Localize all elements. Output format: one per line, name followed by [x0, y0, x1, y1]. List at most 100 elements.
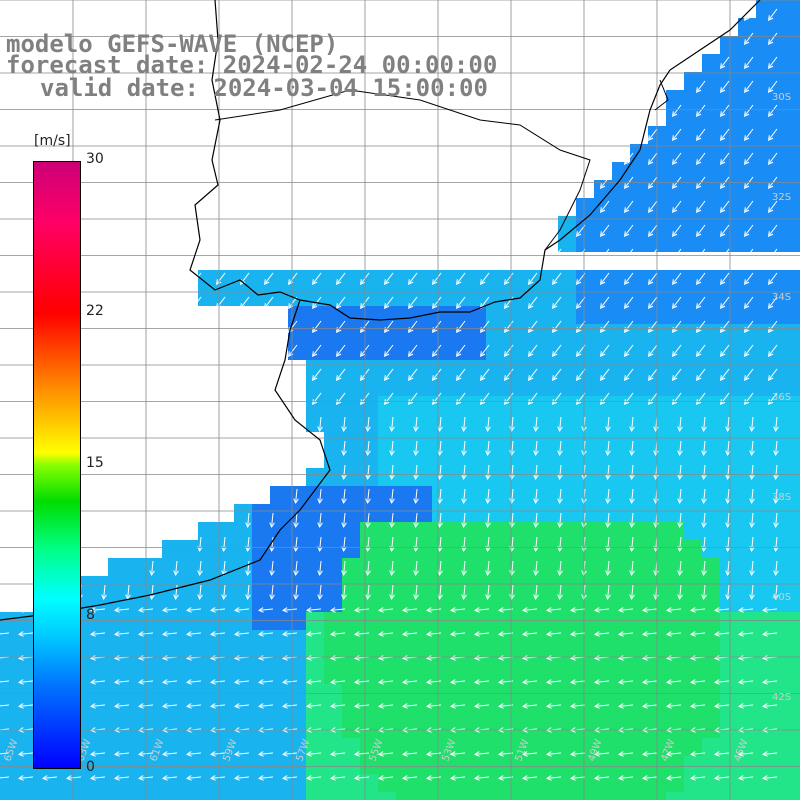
wind-cell: [126, 756, 144, 774]
wind-arrowhead: [455, 327, 462, 334]
wind-arrow: [703, 584, 706, 600]
wind-cell: [342, 306, 360, 324]
wind-arrow: [415, 464, 418, 480]
wind-arrow: [570, 632, 586, 635]
wind-cell: [540, 558, 558, 576]
wind-arrowhead: [281, 727, 288, 733]
wind-cell: [432, 270, 450, 288]
wind-arrowhead: [557, 570, 563, 577]
wind-arrowhead: [311, 303, 318, 310]
wind-cell: [252, 540, 270, 558]
wind-arrow: [258, 632, 274, 635]
wind-arrowhead: [293, 570, 299, 577]
wind-cell: [378, 396, 396, 414]
wind-cell: [702, 450, 720, 468]
wind-arrow: [402, 704, 418, 707]
wind-cell: [252, 792, 270, 800]
wind-arrowhead: [281, 631, 288, 637]
wind-arrow: [192, 296, 202, 309]
latitude-label: 42S: [772, 692, 791, 703]
wind-arrow: [696, 152, 706, 165]
wind-cell: [522, 504, 540, 522]
wind-arrow: [234, 776, 250, 779]
wind-arrow: [703, 536, 706, 552]
wind-arrow: [703, 488, 706, 504]
wind-arrowhead: [743, 279, 750, 286]
wind-cell: [486, 396, 504, 414]
wind-arrow: [546, 632, 562, 635]
wind-cell: [558, 684, 576, 702]
wind-arrow: [607, 536, 610, 552]
wind-arrowhead: [599, 183, 606, 190]
wind-arrowhead: [89, 775, 96, 781]
wind-cell: [396, 792, 414, 800]
wind-arrow: [151, 560, 154, 576]
wind-cell: [738, 792, 756, 800]
wind-arrow: [672, 224, 682, 237]
wind-cell: [180, 774, 198, 792]
wind-cell: [108, 630, 126, 648]
wind-arrowhead: [137, 727, 144, 733]
wind-arrowhead: [569, 727, 576, 733]
wind-arrow: [535, 440, 538, 456]
wind-arrow: [439, 488, 442, 504]
wind-arrowhead: [737, 631, 744, 637]
wind-arrow: [439, 536, 442, 552]
wind-cell: [396, 594, 414, 612]
wind-cell: [774, 594, 792, 612]
wind-cell: [702, 504, 720, 522]
wind-arrow: [631, 440, 634, 456]
wind-arrow: [319, 512, 322, 528]
wind-cell: [360, 612, 378, 630]
wind-cell: [540, 432, 558, 450]
wind-cell: [612, 738, 630, 756]
wind-cell: [360, 396, 378, 414]
wind-cell: [720, 630, 738, 648]
wind-cell: [612, 558, 630, 576]
wind-arrowhead: [695, 231, 702, 238]
wind-cell: [522, 468, 540, 486]
wind-cell: [144, 738, 162, 756]
wind-arrow: [594, 704, 610, 707]
wind-cell: [324, 612, 342, 630]
wind-arrowhead: [215, 303, 222, 310]
wind-cell: [144, 594, 162, 612]
wind-arrow: [114, 680, 130, 683]
wind-cell: [738, 54, 756, 72]
wind-cell: [738, 108, 756, 126]
wind-arrowhead: [509, 426, 515, 433]
wind-arrow: [271, 560, 274, 576]
wind-arrowhead: [749, 474, 755, 481]
wind-cell: [612, 774, 630, 792]
wind-arrowhead: [701, 426, 707, 433]
wind-arrow: [127, 584, 130, 600]
wind-cell: [342, 792, 360, 800]
wind-cell: [666, 306, 684, 324]
wind-arrowhead: [341, 498, 347, 505]
wind-arrow: [162, 752, 178, 755]
wind-arrowhead: [677, 522, 683, 529]
wind-arrowhead: [545, 727, 552, 733]
wind-arrowhead: [533, 594, 539, 601]
wind-cell: [414, 684, 432, 702]
wind-arrowhead: [377, 655, 384, 661]
wind-cell: [666, 756, 684, 774]
wind-arrowhead: [617, 607, 624, 613]
wind-cell: [702, 144, 720, 162]
wind-arrowhead: [617, 703, 624, 709]
wind-cell: [414, 450, 432, 468]
wind-arrow: [535, 416, 538, 432]
wind-arrow: [594, 632, 610, 635]
wind-arrowhead: [503, 351, 510, 358]
wind-cell: [666, 792, 684, 800]
wind-arrow: [306, 680, 322, 683]
wind-arrow: [768, 224, 778, 237]
wind-arrow: [744, 296, 754, 309]
wind-cell: [360, 342, 378, 360]
wind-arrowhead: [161, 727, 168, 733]
wind-cell: [504, 450, 522, 468]
wind-arrow: [312, 272, 322, 285]
wind-arrow: [522, 776, 538, 779]
wind-cell: [792, 684, 800, 702]
